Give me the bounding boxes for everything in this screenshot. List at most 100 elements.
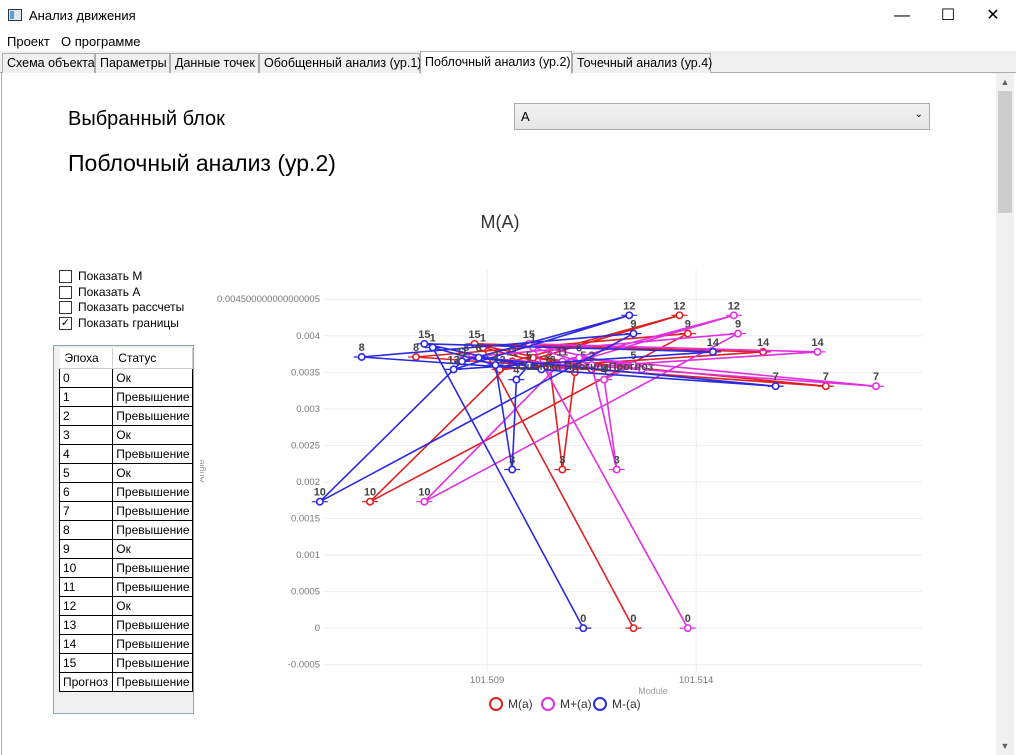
data-point [625,311,634,320]
status-cell[interactable]: Превышение [112,557,193,578]
status-cell[interactable]: Превышение [112,405,193,426]
minimize-button[interactable]: — [894,7,910,24]
point-label: 10 [418,487,430,499]
table-row[interactable]: 13 Превышение [58,614,193,635]
status-cell[interactable]: Превышение [112,443,193,464]
epoch-cell[interactable]: 6 [58,481,114,502]
epoch-cell[interactable]: 14 [58,633,114,654]
checkbox-icon[interactable] [59,301,72,314]
data-point [457,357,466,366]
epoch-cell[interactable]: 2 [58,405,114,426]
epoch-cell[interactable]: 4 [58,443,114,464]
checkbox-icon[interactable] [59,285,72,299]
point-label: 12 [673,300,685,312]
epoch-cell[interactable]: 7 [58,500,114,521]
table-row[interactable]: 0 Ок [58,367,193,388]
tab-parameters[interactable]: Параметры [95,53,170,73]
status-cell[interactable]: Ок [112,462,193,483]
table-row[interactable]: 8 Превышение [58,519,193,540]
tab-object-scheme[interactable]: Схема объекта [2,53,95,73]
point-label: 4 [572,357,579,369]
epoch-table: Эпоха Статус 0 Ок 1 Превышение 2 Превышение 3 О… [58,348,193,692]
status-cell[interactable]: Превышение [112,386,193,407]
x-axis-label: Module [638,686,668,696]
status-cell[interactable]: Ок [112,367,193,388]
table-row[interactable]: 2 Превышение [58,405,193,426]
point-label: 14 [707,337,720,349]
table-row[interactable]: 15 Превышение [58,652,193,673]
status-cell[interactable]: Ок [112,538,193,559]
epoch-cell[interactable]: 0 [58,367,114,388]
vertical-scrollbar[interactable]: ▲ ▼ [996,73,1014,755]
menu-about[interactable]: О программе [61,34,141,49]
point-label: 0 [630,613,636,625]
scroll-down-icon[interactable]: ▼ [1000,741,1010,751]
point-label: 1 [530,332,536,344]
table-row[interactable]: 11 Превышение [58,576,193,597]
status-cell[interactable]: Ок [112,595,193,616]
epoch-cell[interactable]: 12 [58,595,114,616]
status-cell[interactable]: Превышение [112,481,193,502]
app-icon [8,9,22,21]
tab-point-analysis[interactable]: Точечный анализ (ур.4) [572,53,712,73]
table-row[interactable]: 6 Превышение [58,481,193,502]
status-cell[interactable]: Превышение [112,671,193,692]
status-cell[interactable]: Превышение [112,652,193,673]
epoch-cell[interactable]: 15 [58,652,114,673]
y-tick-label: 0.0025 [291,440,320,451]
point-label: 10 [364,487,376,499]
epoch-cell[interactable]: 1 [58,386,114,407]
epoch-cell[interactable]: 13 [58,614,114,635]
column-header-status[interactable]: Статус [112,348,193,369]
point-label: 15 [418,329,430,341]
checkbox-icon[interactable] [59,270,72,283]
table-row[interactable]: Прогноз Превышение [58,671,193,692]
point-label: 14 [811,337,824,349]
point-label: 14 [757,337,770,349]
tab-general-analysis[interactable]: Обобщенный анализ (ур.1) [259,53,421,73]
maximize-button[interactable]: ☐ [940,7,956,24]
point-label: 1 [480,332,486,344]
block-select[interactable]: A ⌄ [514,103,930,130]
point-label: 0 [580,613,586,625]
point-label: 11 [456,346,468,358]
status-cell[interactable]: Превышение [112,500,193,521]
table-row[interactable]: 4 Превышение [58,443,193,464]
tab-block-analysis[interactable]: Поблочный анализ (ур.2) [420,51,572,74]
epoch-cell[interactable]: 3 [58,424,114,445]
status-cell[interactable]: Превышение [112,614,193,635]
close-button[interactable]: ✕ [986,7,1000,24]
table-row[interactable]: 14 Превышение [58,633,193,654]
column-header-epoch[interactable]: Эпоха [59,348,114,369]
table-row[interactable]: 9 Ок [58,538,193,559]
table-row[interactable]: 3 Ок [58,424,193,445]
epoch-cell[interactable]: Прогноз [58,671,114,692]
status-cell[interactable]: Превышение [112,633,193,654]
status-cell[interactable]: Превышение [112,576,193,597]
table-row[interactable]: 7 Превышение [58,500,193,521]
status-cell[interactable]: Ок [112,424,193,445]
point-label: 7 [823,371,829,383]
epoch-cell[interactable]: 8 [58,519,114,540]
data-point [512,375,521,384]
epoch-cell[interactable]: 11 [58,576,114,597]
scroll-thumb[interactable] [998,91,1012,213]
point-label: 12 [728,300,740,312]
point-label: 12 [623,300,635,312]
epoch-cell[interactable]: 10 [58,557,114,578]
menu-project[interactable]: Проект [7,34,50,49]
table-row[interactable]: 1 Превышение [58,386,193,407]
tab-point-data[interactable]: Данные точек [170,53,259,73]
y-tick-label: 0 [315,623,320,634]
checkbox-icon[interactable]: ✓ [59,316,72,330]
data-point [821,382,830,391]
epoch-cell[interactable]: 9 [58,538,114,559]
table-row[interactable]: 5 Ок [58,462,193,483]
epoch-cell[interactable]: 5 [58,462,114,483]
scroll-up-icon[interactable]: ▲ [1000,77,1010,87]
point-label: 15 [523,329,535,341]
table-row[interactable]: 12 Ок [58,595,193,616]
status-cell[interactable]: Превышение [112,519,193,540]
y-tick-label: 0.003 [296,404,320,415]
table-row[interactable]: 10 Превышение [58,557,193,578]
